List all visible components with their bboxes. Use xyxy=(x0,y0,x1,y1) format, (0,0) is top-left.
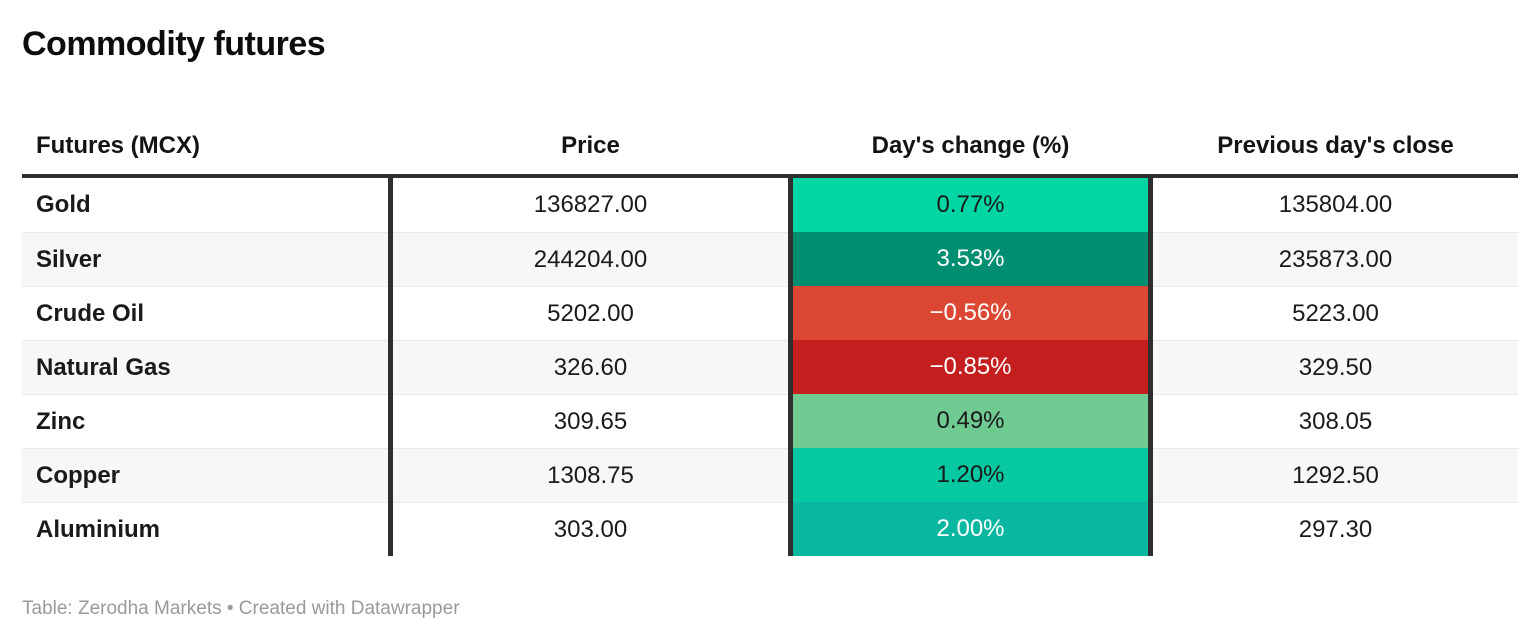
table-row: Copper 1308.75 1.20% 1292.50 xyxy=(22,448,1518,502)
header-price: Price xyxy=(561,132,620,159)
change-cell: 0.77% xyxy=(793,178,1148,232)
price-cell: 244204.00 xyxy=(393,232,788,286)
prev-close-cell: 135804.00 xyxy=(1278,191,1393,218)
prev-close-cell: 308.05 xyxy=(1153,394,1518,448)
column-divider xyxy=(1148,448,1153,502)
column-divider xyxy=(1148,178,1153,232)
column-divider xyxy=(788,448,793,502)
column-divider xyxy=(388,394,393,448)
column-divider xyxy=(388,232,393,286)
futures-name-cell: Crude Oil xyxy=(22,286,388,340)
prev-close-cell: 329.50 xyxy=(1153,340,1518,394)
prev-close-cell: 1292.50 xyxy=(1153,448,1518,502)
change-cell: 2.00% xyxy=(793,502,1148,556)
column-divider xyxy=(788,232,793,286)
header-days-change: Day's change (%) xyxy=(871,132,1070,159)
column-divider xyxy=(1148,394,1153,448)
column-divider xyxy=(388,448,393,502)
column-divider xyxy=(788,502,793,556)
table-credit: Table: Zerodha Markets • Created with Da… xyxy=(22,598,460,619)
table-row: Crude Oil 5202.00 −0.56% 5223.00 xyxy=(22,286,1518,340)
page: Commodity futures Futures (MCX) Price Da… xyxy=(22,25,1518,619)
header-rule xyxy=(22,174,1518,178)
futures-name-cell: Natural Gas xyxy=(22,340,388,394)
prev-close-cell: 5223.00 xyxy=(1153,286,1518,340)
price-cell: 136827.00 xyxy=(533,191,648,218)
table-row: Natural Gas 326.60 −0.85% 329.50 xyxy=(22,340,1518,394)
price-cell: 5202.00 xyxy=(393,286,788,340)
price-cell: 326.60 xyxy=(393,340,788,394)
table-row: Aluminium 303.00 2.00% 297.30 xyxy=(22,502,1518,556)
table-row: Zinc 309.65 0.49% 308.05 xyxy=(22,394,1518,448)
change-cell: 3.53% xyxy=(793,232,1148,286)
futures-name-cell: Zinc xyxy=(22,394,388,448)
column-divider xyxy=(1148,502,1153,556)
price-cell: 303.00 xyxy=(393,502,788,556)
futures-name-cell: Copper xyxy=(22,448,388,502)
column-divider xyxy=(788,286,793,340)
column-divider xyxy=(388,286,393,340)
prev-close-cell: 297.30 xyxy=(1153,502,1518,556)
column-divider xyxy=(388,178,393,232)
column-divider xyxy=(1148,286,1153,340)
price-cell: 1308.75 xyxy=(393,448,788,502)
table-header-row: Futures (MCX) Price Day's change (%) Pre… xyxy=(22,118,1518,174)
futures-name-cell: Silver xyxy=(22,232,388,286)
prev-close-cell: 235873.00 xyxy=(1153,232,1518,286)
page-title: Commodity futures xyxy=(22,25,326,63)
price-cell: 309.65 xyxy=(393,394,788,448)
change-cell: −0.85% xyxy=(793,340,1148,394)
table-row: Gold 136827.00 0.77% 135804.00 xyxy=(22,178,1518,232)
header-prev-close: Previous day's close xyxy=(1217,132,1454,159)
header-futures: Futures (MCX) xyxy=(36,132,200,159)
futures-name-cell: Aluminium xyxy=(22,502,388,556)
column-divider xyxy=(1148,340,1153,394)
change-cell: −0.56% xyxy=(793,286,1148,340)
column-divider xyxy=(788,178,793,232)
commodity-futures-table: Futures (MCX) Price Day's change (%) Pre… xyxy=(22,118,1518,556)
change-cell: 1.20% xyxy=(793,448,1148,502)
change-cell: 0.49% xyxy=(793,394,1148,448)
column-divider xyxy=(388,502,393,556)
table-body: Gold 136827.00 0.77% 135804.00 Silver 24… xyxy=(22,178,1518,556)
table-row: Silver 244204.00 3.53% 235873.00 xyxy=(22,232,1518,286)
column-divider xyxy=(788,394,793,448)
column-divider xyxy=(788,340,793,394)
column-divider xyxy=(388,340,393,394)
column-divider xyxy=(1148,232,1153,286)
futures-name-cell: Gold xyxy=(36,191,91,218)
